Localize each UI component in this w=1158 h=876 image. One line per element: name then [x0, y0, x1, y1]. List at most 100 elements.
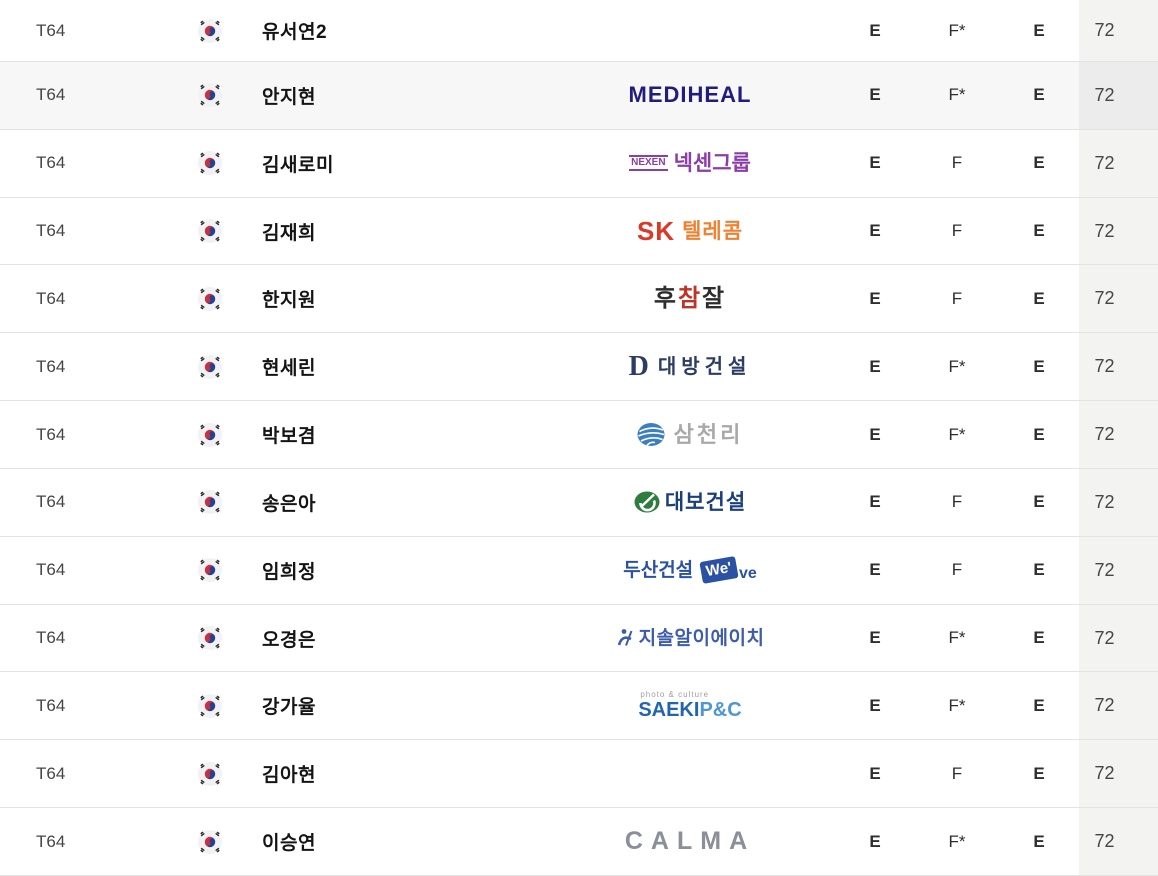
sponsor-logo: CALMA — [545, 808, 835, 875]
player-name: 현세린 — [262, 358, 316, 380]
jisol-rh-logo: 지솔알이에이치 — [616, 628, 765, 648]
player-name: 임희정 — [262, 561, 316, 583]
total-score: 72 — [1079, 197, 1158, 265]
korea-flag-icon — [198, 83, 222, 108]
round2-score: F* — [948, 695, 966, 715]
round3-score: E — [1033, 492, 1045, 512]
round2-score: F* — [948, 85, 966, 105]
korea-flag-icon — [198, 626, 222, 651]
sponsor-logo: SK 텔레콤 — [545, 198, 835, 265]
round3-score: E — [1033, 356, 1045, 376]
player-name: 김새로미 — [262, 154, 334, 176]
country-cell — [170, 62, 250, 129]
doosan-weve-logo: 두산건설 We' ve — [623, 556, 757, 585]
player-name: 강가율 — [262, 697, 316, 719]
round3-score: E — [1033, 288, 1045, 308]
total-score: 72 — [1079, 536, 1158, 604]
leaderboard-row[interactable]: T64 송은아 — [0, 468, 1158, 537]
round3-score: E — [1033, 763, 1045, 783]
rank-cell: T64 — [36, 695, 66, 715]
round2-score: F — [951, 153, 963, 173]
round1-score: E — [869, 356, 881, 376]
leaderboard-row[interactable]: T64 김새로미 NEXEN 넥센그룹 — [0, 129, 1158, 198]
nexen-wordmark-icon: NEXEN — [629, 155, 668, 172]
round3-score: E — [1033, 695, 1045, 715]
leaderboard-row[interactable]: T64 박보겸 — [0, 401, 1158, 469]
leaderboard-row[interactable]: T64 오경은 — [0, 604, 1158, 673]
country-cell — [170, 605, 250, 672]
rank-cell: T64 — [36, 85, 66, 105]
mediheal-logo: MEDIHEAL — [628, 82, 752, 108]
player-name: 안지현 — [262, 86, 316, 108]
rank-cell: T64 — [36, 356, 66, 376]
total-score: 72 — [1079, 333, 1158, 401]
nexen-group-logo: NEXEN 넥센그룹 — [629, 151, 751, 175]
round2-score: F — [951, 492, 963, 512]
round1-score: E — [869, 763, 881, 783]
rank-cell: T64 — [36, 492, 66, 512]
leaderboard-row[interactable]: T64 현세린 D 대방건설 E — [0, 333, 1158, 402]
sponsor-logo: 삼천리 — [545, 401, 835, 468]
total-score: 72 — [1079, 0, 1158, 61]
total-score: 72 — [1079, 129, 1158, 197]
country-cell — [170, 0, 250, 61]
daebang-d-icon: D — [628, 350, 649, 382]
total-score: 72 — [1079, 265, 1158, 333]
sponsor-logo: D 대방건설 — [545, 333, 835, 400]
total-score: 72 — [1079, 740, 1158, 808]
leaderboard-row[interactable]: T64 안지현 MEDIHEAL E — [0, 62, 1158, 130]
korea-flag-icon — [198, 354, 222, 379]
sponsor-logo: 지솔알이에이치 — [545, 605, 835, 672]
korea-flag-icon — [198, 151, 222, 176]
country-cell — [170, 808, 250, 875]
total-score: 72 — [1079, 401, 1158, 468]
round1-score: E — [869, 695, 881, 715]
player-name: 이승연 — [262, 833, 316, 855]
total-score: 72 — [1079, 672, 1158, 740]
player-name: 오경은 — [262, 629, 316, 651]
samchully-globe-icon — [637, 423, 665, 447]
golfer-icon — [617, 629, 632, 646]
round3-score: E — [1033, 560, 1045, 580]
daebang-construction-logo: D 대방건설 — [628, 350, 752, 382]
rank-cell: T64 — [36, 560, 66, 580]
total-score: 72 — [1079, 808, 1158, 875]
leaderboard-row[interactable]: T64 유서연2 E F* E 72 — [0, 0, 1158, 62]
leaderboard-row[interactable]: T64 강가율 photo & culture — [0, 672, 1158, 741]
country-cell — [170, 672, 250, 739]
total-score: 72 — [1079, 604, 1158, 672]
round3-score: E — [1033, 424, 1045, 444]
player-name: 한지원 — [262, 290, 316, 312]
country-cell — [170, 401, 250, 468]
rank-cell: T64 — [36, 20, 66, 40]
country-cell — [170, 469, 250, 536]
country-cell — [170, 265, 250, 332]
round2-score: F — [951, 763, 963, 783]
sponsor-logo — [545, 0, 835, 61]
round2-score: F — [951, 288, 963, 308]
korea-flag-icon — [198, 829, 222, 854]
leaderboard-row[interactable]: T64 김재희 SK 텔레콤 E — [0, 197, 1158, 266]
player-name: 박보겸 — [262, 426, 316, 448]
player-name: 김재희 — [262, 222, 316, 244]
round2-score: F* — [948, 20, 966, 40]
sponsor-logo — [545, 740, 835, 807]
korea-flag-icon — [198, 490, 222, 515]
leaderboard-row[interactable]: T64 김아현 E F E 72 — [0, 740, 1158, 809]
round1-score: E — [869, 628, 881, 648]
round1-score: E — [869, 153, 881, 173]
rank-cell: T64 — [36, 221, 66, 241]
daebo-construction-logo: 대보건설 — [634, 490, 746, 514]
leaderboard-row[interactable]: T64 이승연 CALMA E F* — [0, 808, 1158, 876]
round2-score: F* — [948, 356, 966, 376]
round2-score: F* — [948, 628, 966, 648]
round3-score: E — [1033, 221, 1045, 241]
leaderboard-row[interactable]: T64 임희정 두산건설 We' ve — [0, 536, 1158, 605]
round3-score: E — [1033, 20, 1045, 40]
round3-score: E — [1033, 831, 1045, 851]
round1-score: E — [869, 831, 881, 851]
rank-cell: T64 — [36, 288, 66, 308]
korea-flag-icon — [198, 761, 222, 786]
